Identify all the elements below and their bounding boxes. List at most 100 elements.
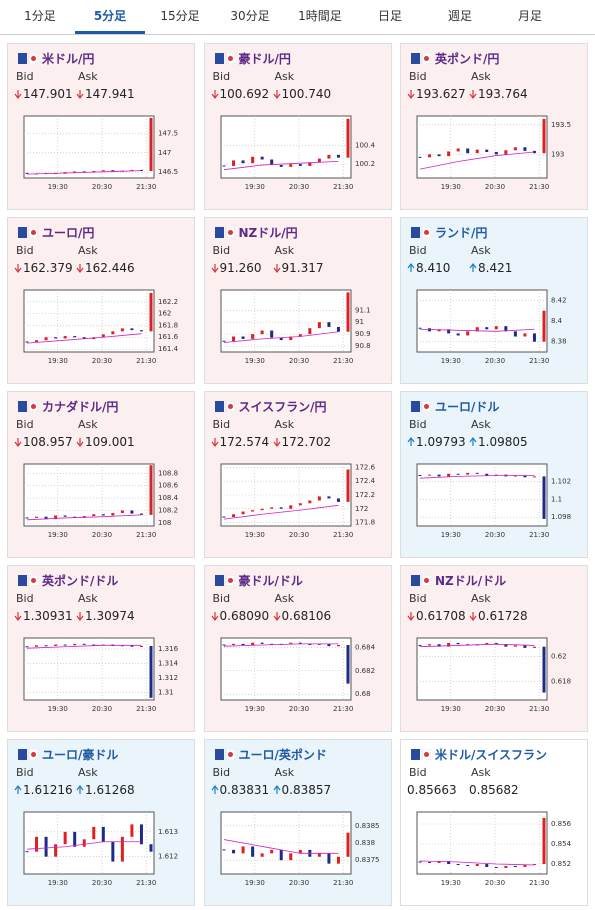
candle [513, 147, 517, 151]
y-tick-label: 1.102 [551, 478, 571, 486]
y-tick-label: 1.316 [158, 645, 179, 653]
candle [241, 846, 245, 854]
candle [326, 322, 330, 327]
x-tick-label: 20:30 [485, 357, 505, 365]
candle [25, 341, 29, 343]
tab[interactable]: 1時間足 [298, 9, 342, 23]
rate-card[interactable]: ユーロ/豪ドル Bid Ask 1.61216 1.61268 1.613 1.612 19:… [7, 739, 195, 906]
x-tick-label: 21:30 [136, 183, 156, 191]
candle [317, 322, 321, 329]
arrow-shape [14, 785, 22, 794]
candle [222, 340, 225, 342]
ask-text: 8.421 [478, 261, 513, 275]
bid-label: Bid [16, 592, 34, 605]
y-tick-label: 0.838 [355, 839, 375, 847]
flag-part [424, 230, 429, 235]
flag-part [227, 752, 233, 757]
ask-value: 0.68106 [273, 609, 331, 623]
x-tick-label: 20:30 [92, 705, 112, 713]
rate-card[interactable]: 米ドル/円 Bid Ask 147.901 147.941 147.5 147 146.5 19… [7, 43, 195, 210]
candle [139, 169, 143, 172]
rate-card[interactable]: カナダドル/円 Bid Ask 108.957 109.001 108.8 108.6 108… [7, 391, 195, 558]
mini-chart: 0.8385 0.838 0.8375 19:30 20:30 21:30 [220, 811, 379, 887]
candle [542, 118, 546, 154]
rate-card[interactable]: ユーロ/英ポンド Bid Ask 0.83831 0.83857 0.8385 0.838 0… [203, 739, 392, 906]
y-tick-label: 1.31 [158, 689, 174, 697]
tab[interactable]: 15分足 [160, 9, 200, 23]
candle [447, 329, 451, 334]
flag-icon [214, 401, 235, 412]
mini-chart: 1.102 1.1 1.098 19:30 20:30 21:30 [416, 463, 571, 539]
tab[interactable]: 週足 [447, 9, 472, 23]
direction-arrow [14, 438, 22, 447]
tab[interactable]: 5分足 [75, 0, 145, 34]
flag-part [227, 56, 233, 61]
rate-card[interactable]: NZドル/ドル Bid Ask 0.61708 0.61728 0.62 0.618 19:3… [400, 565, 588, 732]
rate-card[interactable]: NZドル/円 Bid Ask 91.260 91.317 91.1 91 90.9 90.8 19… [203, 217, 392, 384]
candle [326, 154, 330, 159]
arrow-shape [407, 437, 415, 446]
ask-text: 1.09805 [478, 435, 528, 449]
rate-card[interactable]: 英ポンド/円 Bid Ask 193.627 193.764 193.5 193 19:30 2… [400, 43, 588, 210]
x-tick-label: 21:30 [333, 705, 353, 713]
flag-icon [411, 227, 431, 238]
flag-icon [411, 53, 431, 64]
tab[interactable]: 月足 [517, 9, 542, 23]
y-tick-label: 0.852 [551, 860, 571, 868]
ask-text: 100.740 [281, 87, 332, 101]
bid-label: Bid [409, 244, 427, 257]
plot-area [416, 811, 548, 875]
rate-card[interactable]: スイスフラン/円 Bid Ask 172.574 172.702 172.6 172.4 17… [203, 391, 392, 558]
ask-label: Ask [471, 418, 491, 431]
candle [504, 644, 508, 647]
candle [542, 310, 546, 342]
x-tick-label: 20:30 [288, 879, 308, 887]
ask-label: Ask [274, 244, 295, 257]
tab[interactable]: 日足 [377, 9, 402, 23]
bid-label: Bid [16, 70, 34, 83]
candle [437, 329, 441, 332]
tab[interactable]: 30分足 [230, 9, 270, 23]
flag-part [214, 227, 224, 238]
plot-area [23, 811, 155, 875]
candle [82, 337, 86, 340]
moving-average [26, 841, 142, 850]
candle [346, 118, 349, 158]
candle [317, 496, 321, 501]
candle [82, 643, 86, 645]
rate-card[interactable]: ユーロ/ドル Bid Ask 1.09793 1.09805 1.102 1.1 1.098 1… [400, 391, 588, 558]
candle [437, 644, 441, 647]
rate-card[interactable]: 豪ドル/ドル Bid Ask 0.68090 0.68106 0.684 0.682 0.68… [203, 565, 392, 732]
ask-value: 0.83857 [273, 783, 331, 797]
y-tick-label: 90.8 [355, 342, 371, 350]
rate-card[interactable]: 英ポンド/ドル Bid Ask 1.30931 1.30974 1.316 1.314 1.3… [7, 565, 195, 732]
ask-value: 162.446 [76, 261, 135, 275]
candle [222, 849, 225, 851]
candle [466, 331, 470, 336]
bid-label: Bid [16, 244, 34, 257]
rate-card[interactable]: ランド/円 Bid Ask 8.410 8.421 8.42 8.4 8.38 19:30 20:… [400, 217, 588, 384]
flag-part [214, 401, 224, 412]
candle [504, 866, 508, 868]
tab[interactable]: 1分足 [24, 9, 56, 23]
rate-card[interactable]: 豪ドル/円 Bid Ask 100.692 100.740 100.4 100.2 19:30… [203, 43, 392, 210]
bid-text: 147.901 [23, 87, 73, 101]
candle [523, 645, 527, 648]
ask-value: 91.317 [273, 261, 324, 275]
candle [101, 514, 105, 516]
rate-card[interactable]: 米ドル/スイスフラン Bid Ask 0.85663 0.85682 0.856 0.854… [400, 739, 588, 906]
flag-part [411, 749, 420, 760]
candle [298, 334, 302, 337]
direction-arrow [14, 612, 22, 621]
rate-card[interactable]: ユーロ/円 Bid Ask 162.379 162.446 162.2 162 161.8 16… [7, 217, 195, 384]
bid-text: 1.61216 [23, 783, 73, 797]
ask-text: 1.61268 [85, 783, 135, 797]
direction-arrow [469, 612, 477, 621]
y-tick-label: 8.38 [551, 338, 567, 346]
candle [494, 642, 498, 645]
candle [513, 331, 517, 337]
flag-part [227, 230, 233, 235]
direction-arrow [14, 785, 22, 794]
candle [418, 861, 422, 863]
flag-icon [214, 227, 235, 238]
